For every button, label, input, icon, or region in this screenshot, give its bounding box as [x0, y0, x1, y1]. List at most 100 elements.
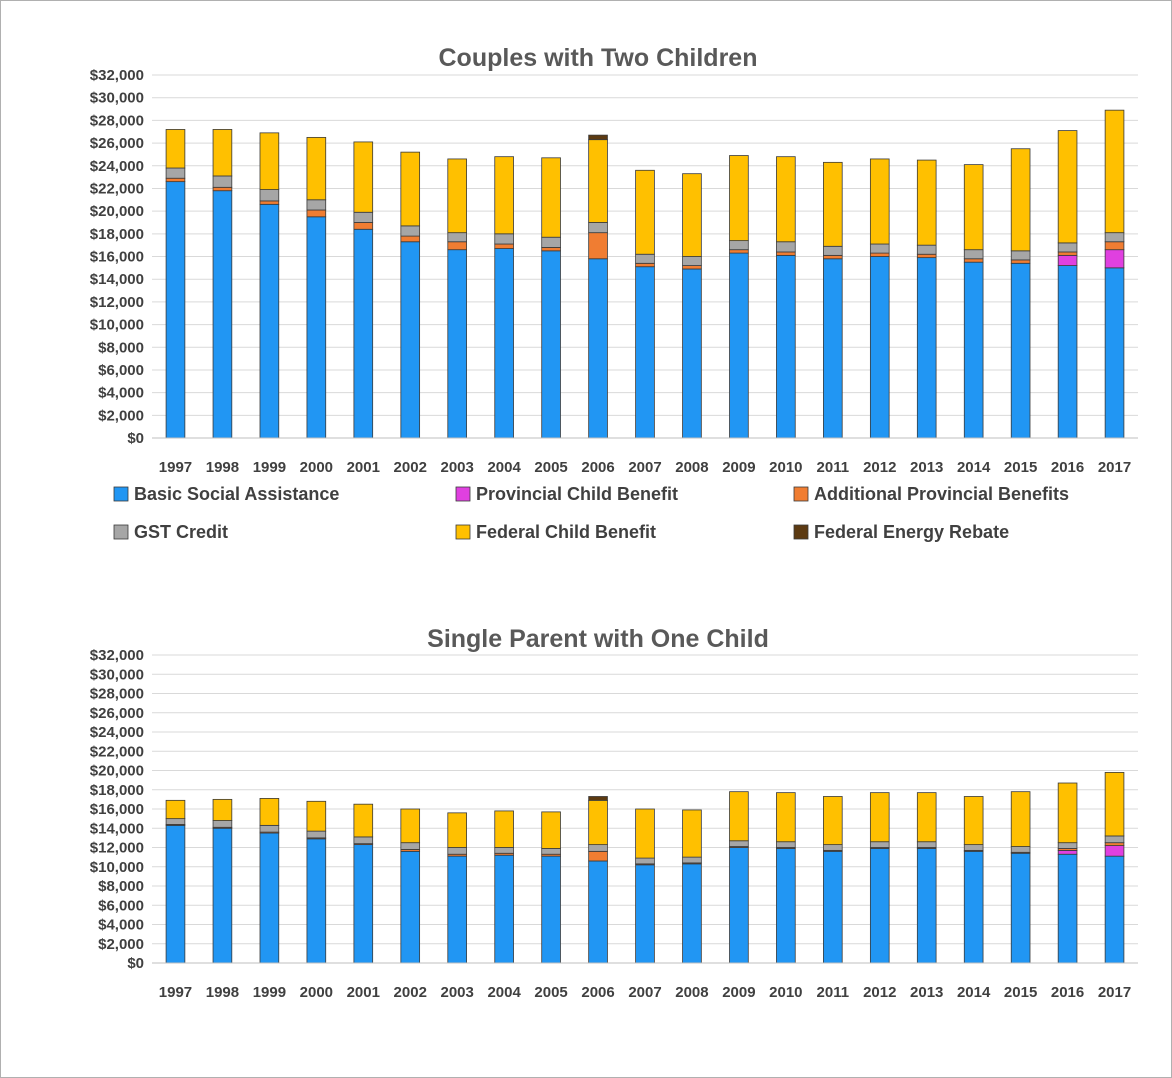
bar-segment-federal-child-benefit-1999 [259, 798, 280, 826]
bar-segment-additional-provincial-benefits-2008 [682, 265, 702, 270]
legend-label-basic-social-assistance: Basic Social Assistance [134, 484, 339, 504]
bar-segment-basic-social-assistance-2008 [682, 268, 702, 439]
bar-segment-additional-provincial-benefits-2012 [869, 252, 890, 257]
bar-segment-federal-child-benefit-1997 [165, 799, 186, 820]
bar-segment-gst-credit-1999 [259, 824, 280, 833]
bar-segment-gst-credit-2004 [494, 847, 514, 854]
bar-segment-gst-credit-2001 [353, 836, 374, 845]
legend-label-federal-energy-rebate: Federal Energy Rebate [814, 522, 1009, 542]
bar-segment-gst-credit-2015 [1010, 846, 1031, 853]
bar-segment-additional-provincial-benefits-2005 [541, 247, 561, 252]
x-tick-label: 2006 [581, 459, 614, 476]
bar-segment-federal-child-benefit-2007 [635, 808, 655, 859]
bar-segment-basic-social-assistance-2006 [588, 860, 608, 964]
bar-segment-additional-provincial-benefits-2002 [400, 235, 421, 243]
x-tick-label: 2013 [910, 459, 943, 476]
bar-segment-basic-social-assistance-2006 [588, 258, 608, 439]
bar-segment-federal-child-benefit-1997 [165, 129, 186, 169]
bar-segment-additional-provincial-benefits-2004 [494, 243, 514, 249]
y-tick-label: $16,000 [90, 801, 144, 818]
bar-segment-additional-provincial-benefits-2007 [635, 262, 655, 268]
bar-segment-gst-credit-2010 [776, 241, 796, 253]
bar-segment-basic-social-assistance-2016 [1057, 853, 1078, 964]
bar-segment-additional-provincial-benefits-2011 [823, 254, 843, 260]
legend-swatch-federal-child-benefit [455, 524, 471, 540]
bar-segment-federal-energy-rebate-2006 [588, 134, 608, 141]
x-tick-label: 2015 [1004, 984, 1037, 1001]
bar-segment-basic-social-assistance-1998 [212, 827, 233, 964]
y-tick-label: $2,000 [98, 407, 144, 424]
bar-segment-basic-social-assistance-2010 [776, 254, 796, 439]
bar-segment-gst-credit-2000 [306, 199, 327, 211]
x-tick-label: 2013 [910, 984, 943, 1001]
y-tick-labels: $0 $2,000 $4,000 $6,000 $8,000 $10,000 $12,000… [90, 67, 144, 447]
bar-segment-federal-child-benefit-2012 [869, 792, 890, 843]
x-tick-label: 2016 [1051, 984, 1084, 1001]
bar-segment-basic-social-assistance-2009 [729, 847, 749, 964]
x-tick-label: 2005 [534, 984, 567, 1001]
y-tick-label: $2,000 [98, 936, 144, 953]
bar-segment-gst-credit-2006 [588, 844, 608, 852]
bar-segment-federal-child-benefit-2003 [447, 812, 467, 848]
bar-segment-gst-credit-2013 [916, 841, 937, 848]
bar-segment-gst-credit-2017 [1104, 835, 1125, 844]
bar-segment-gst-credit-2004 [494, 233, 514, 245]
y-tick-label: $16,000 [90, 249, 144, 266]
legend-swatch-additional-provincial-benefits [793, 486, 809, 502]
bar-segment-federal-child-benefit-2013 [916, 792, 937, 843]
x-tick-label: 2010 [769, 459, 802, 476]
x-tick-label: 2010 [769, 984, 802, 1001]
x-tick-label: 2004 [487, 984, 521, 1001]
bar-segment-basic-social-assistance-2013 [916, 848, 937, 964]
bar-segment-gst-credit-1998 [212, 175, 233, 188]
x-tick-label: 2004 [487, 459, 521, 476]
bar-segment-basic-social-assistance-2007 [635, 864, 655, 964]
y-tick-labels: $0 $2,000 $4,000 $6,000 $8,000 $10,000 $12,000… [90, 647, 144, 972]
bar-segment-federal-child-benefit-2002 [400, 151, 421, 227]
bar-segment-basic-social-assistance-2003 [447, 855, 467, 964]
bar-segment-federal-child-benefit-2003 [447, 158, 467, 234]
bar-segment-federal-child-benefit-2014 [963, 164, 984, 251]
bar-segment-basic-social-assistance-2009 [729, 252, 749, 439]
x-tick-label: 2006 [581, 984, 614, 1001]
bar-segment-federal-child-benefit-2008 [682, 173, 702, 257]
x-tick-label: 2002 [394, 984, 427, 1001]
y-tick-label: $10,000 [90, 317, 144, 334]
bar-segment-federal-child-benefit-2005 [541, 157, 561, 238]
bar-segment-additional-provincial-benefits-2003 [447, 241, 467, 251]
bar-segment-gst-credit-2009 [729, 840, 749, 847]
bar-segment-federal-child-benefit-2004 [494, 156, 514, 235]
bar-segment-federal-child-benefit-2006 [588, 139, 608, 223]
bar-segment-federal-child-benefit-1998 [212, 129, 233, 177]
bar-segment-gst-credit-2011 [823, 245, 843, 256]
x-tick-label: 2008 [675, 984, 708, 1001]
bar-segment-gst-credit-2000 [306, 830, 327, 839]
bar-segment-gst-credit-1997 [165, 167, 186, 179]
bar-segment-gst-credit-2014 [963, 249, 984, 260]
bar-segment-basic-social-assistance-2007 [635, 266, 655, 439]
x-tick-label: 2000 [300, 459, 333, 476]
bar-segment-gst-credit-2012 [869, 243, 890, 254]
x-tick-label: 2008 [675, 459, 708, 476]
bar-segment-federal-child-benefit-2002 [400, 808, 421, 844]
bar-segment-basic-social-assistance-2012 [869, 848, 890, 964]
y-tick-label: $4,000 [98, 917, 144, 934]
y-tick-label: $10,000 [90, 859, 144, 876]
bar-segment-federal-child-benefit-2013 [916, 159, 937, 246]
bar-segment-additional-provincial-benefits-2013 [916, 253, 937, 259]
bar-segment-federal-child-benefit-2010 [776, 792, 796, 843]
x-tick-label: 2014 [957, 984, 991, 1001]
bar-segment-gst-credit-1997 [165, 818, 186, 825]
bar-segment-gst-credit-2016 [1057, 842, 1078, 849]
x-tick-label: 2009 [722, 984, 755, 1001]
bar-segment-basic-social-assistance-2014 [963, 850, 984, 964]
y-tick-label: $8,000 [98, 878, 144, 895]
bar-segment-basic-social-assistance-2000 [306, 216, 327, 439]
bar-segment-gst-credit-2012 [869, 841, 890, 848]
legend-label-additional-provincial-benefits: Additional Provincial Benefits [814, 484, 1069, 504]
y-tick-label: $0 [127, 955, 144, 972]
bar-segment-gst-credit-2014 [963, 844, 984, 851]
chart-couples-two-children: Couples with Two Children $0 $2,000 $4,000… [90, 44, 1138, 542]
y-tick-label: $20,000 [90, 203, 144, 220]
bar-segment-provincial-child-benefit-2017 [1104, 845, 1125, 857]
